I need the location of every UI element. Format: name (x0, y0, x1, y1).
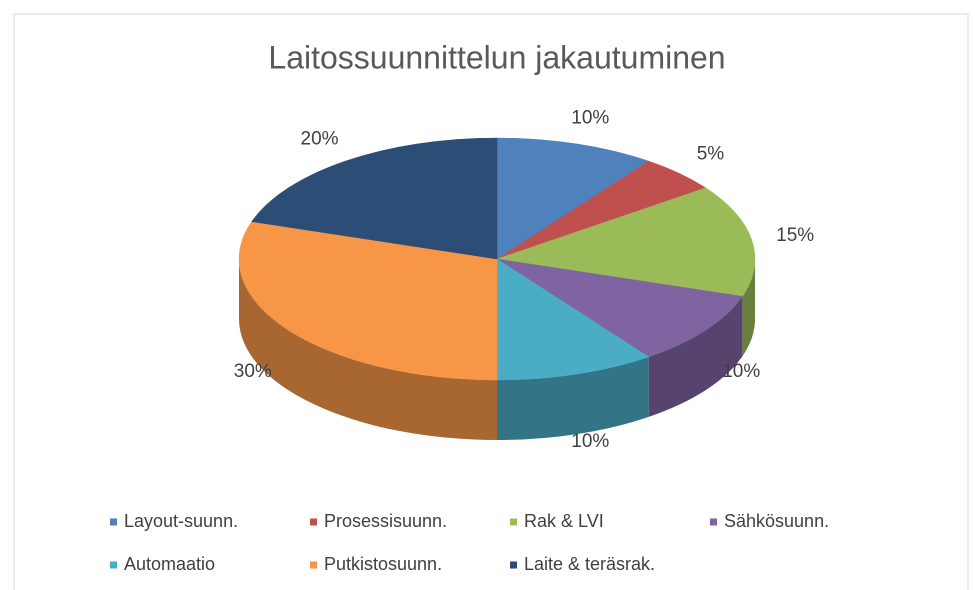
slice (496, 137, 650, 260)
legend-swatch (110, 518, 117, 526)
slice (251, 137, 498, 260)
data-label: 20% (301, 129, 339, 150)
legend-label: Sähkösuunn. (724, 511, 829, 531)
data-label: 15% (776, 225, 814, 246)
slice-side (648, 296, 743, 417)
data-label: 10% (571, 108, 609, 129)
slice-side (497, 356, 649, 440)
legend-swatch (510, 518, 517, 526)
legend-label: Putkistosuunn. (324, 554, 442, 574)
slice-side (239, 259, 497, 440)
legend-swatch (710, 518, 717, 526)
slice (496, 258, 650, 381)
legend-swatch (310, 561, 317, 569)
legend-label: Automaatio (124, 554, 215, 574)
legend-label: Rak & LVI (524, 511, 604, 531)
slice (496, 258, 743, 358)
legend-swatch (110, 561, 117, 569)
legend-label: Laite & teräsrak. (524, 554, 655, 574)
legend-label: Prosessisuunn. (324, 511, 447, 531)
legend-label: Layout-suunn. (124, 511, 238, 531)
data-label: 10% (722, 361, 760, 382)
data-label: 30% (234, 361, 272, 382)
slice (496, 187, 756, 297)
chart-title: Laitossuunnittelun jakautuminen (268, 39, 725, 75)
legend-swatch (510, 561, 517, 569)
legend-swatch (310, 518, 317, 526)
data-label: 5% (697, 144, 725, 165)
slice (238, 221, 498, 381)
data-label: 10% (571, 431, 609, 452)
slice-side (742, 259, 755, 357)
